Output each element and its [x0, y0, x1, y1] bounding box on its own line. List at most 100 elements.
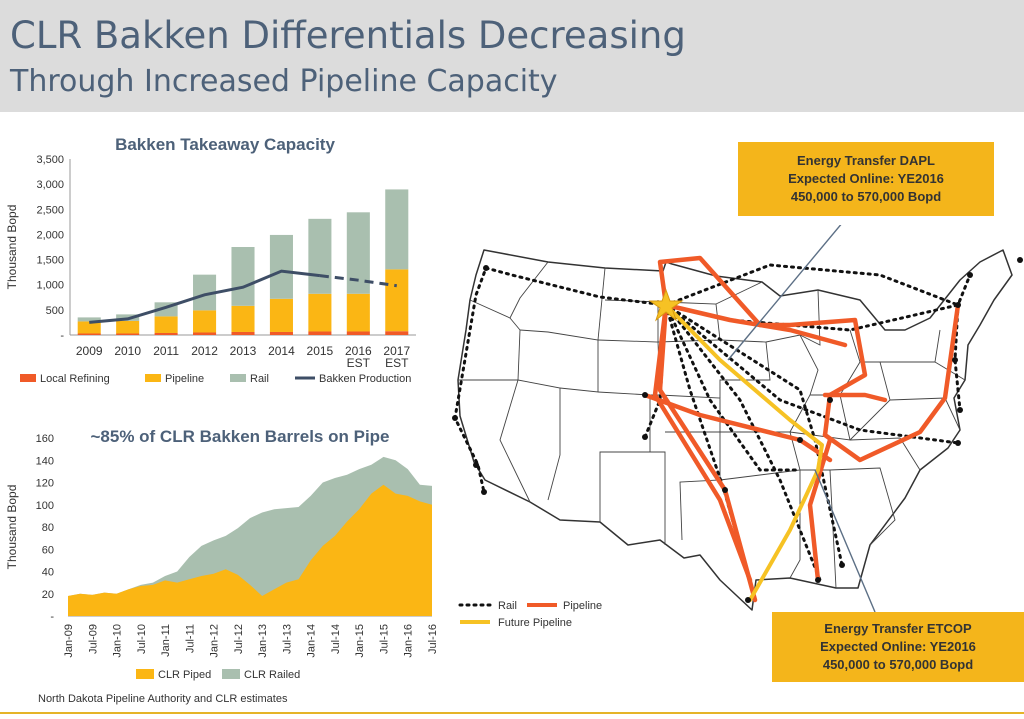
- chart2-xtick: Jul-14: [330, 624, 342, 654]
- area-clr-piped: [68, 484, 432, 616]
- chart1-ylabel: Thousand Bopd: [5, 205, 19, 290]
- chart2-xtick: Jul-10: [136, 624, 148, 654]
- chart1-ytick: 2,000: [36, 229, 64, 241]
- star-icon: [648, 288, 684, 322]
- chart1-xtick: EST: [347, 356, 371, 370]
- chart2-ytick: 20: [42, 589, 54, 601]
- bar-local-refining: [193, 332, 217, 335]
- dapl-callout: Energy Transfer DAPL Expected Online: YE…: [738, 142, 994, 216]
- chart2-xtick: Jan-12: [209, 624, 221, 658]
- chart1-legend-swatch: [145, 374, 161, 382]
- us-pipeline-map: Rail Pipeline Future Pipeline: [452, 225, 1023, 629]
- chart2-ytick: 100: [36, 500, 54, 512]
- pipeline-lines: [642, 255, 961, 603]
- chart2-ytick: -: [50, 611, 54, 623]
- bar-pipeline: [231, 305, 255, 332]
- bar-rail: [231, 247, 255, 306]
- bar-pipeline: [154, 316, 178, 333]
- etcop-line1: Energy Transfer ETCOP: [824, 621, 972, 636]
- source-note: North Dakota Pipeline Authority and CLR …: [38, 693, 288, 705]
- chart1-xtick: 2014: [268, 344, 295, 358]
- title-banner: CLR Bakken Differentials Decreasing Thro…: [0, 0, 1024, 112]
- dapl-line2: Expected Online: YE2016: [788, 171, 944, 186]
- bar-pipeline: [116, 320, 140, 334]
- chart2-ytick: 60: [42, 544, 54, 556]
- dapl-line1: Energy Transfer DAPL: [797, 153, 935, 168]
- chart1-ytick: 1,500: [36, 255, 64, 267]
- chart1-ytick: 2,500: [36, 204, 64, 216]
- chart2-legend-swatch: [136, 669, 154, 679]
- chart1-ytick: -: [60, 330, 64, 342]
- bar-local-refining: [77, 333, 101, 335]
- page-title: CLR Bakken Differentials Decreasing: [10, 14, 686, 57]
- chart1-legend-label: Local Refining: [40, 373, 110, 385]
- chart2-ylabel: Thousand Bopd: [5, 485, 19, 570]
- chart2-ytick: 140: [36, 455, 54, 467]
- chart1-title: Bakken Takeaway Capacity: [115, 135, 335, 154]
- bar-local-refining: [154, 332, 178, 335]
- chart1-ytick: 500: [46, 305, 64, 317]
- chart2-xtick: Jan-14: [306, 624, 318, 658]
- chart1-legend-swatch: [230, 374, 246, 382]
- chart2-legend-swatch: [222, 669, 240, 679]
- chart2-xtick: Jan-16: [403, 624, 415, 658]
- page-subtitle: Through Increased Pipeline Capacity: [10, 64, 558, 99]
- chart2-xtick: Jul-16: [427, 624, 439, 654]
- chart2-ytick: 40: [42, 567, 54, 579]
- bar-pipeline: [77, 321, 101, 334]
- etcop-callout: Energy Transfer ETCOP Expected Online: Y…: [772, 612, 1024, 682]
- future-pipeline-lines: [664, 303, 824, 602]
- chart1-legend-swatch: [20, 374, 36, 382]
- chart1-xtick: 2017: [383, 344, 410, 358]
- map-legend: Rail Pipeline Future Pipeline: [458, 600, 602, 629]
- bar-rail: [193, 274, 217, 311]
- chart1-xtick: 2012: [191, 344, 218, 358]
- bar-local-refining: [385, 331, 409, 335]
- chart2-xtick: Jan-10: [112, 624, 124, 658]
- chart2-xtick: Jul-11: [184, 624, 196, 653]
- chart2-xtick: Jan-15: [354, 624, 366, 658]
- chart1-xtick: 2013: [230, 344, 257, 358]
- chart1-ytick: 1,000: [36, 280, 64, 292]
- chart2-ytick: 160: [36, 433, 54, 445]
- chart1-xtick: 2009: [76, 344, 103, 358]
- legend-future-pipeline: Future Pipeline: [498, 617, 572, 629]
- chart2-legend-label: CLR Railed: [244, 669, 300, 681]
- chart1-xtick: 2016: [345, 344, 372, 358]
- bar-rail: [346, 212, 370, 294]
- chart2-xtick: Jul-15: [378, 624, 390, 654]
- bar-pipeline: [193, 310, 217, 333]
- chart1-ytick: 3,000: [36, 179, 64, 191]
- chart2-title: ~85% of CLR Bakken Barrels on Pipe: [90, 427, 389, 446]
- bar-local-refining: [346, 331, 370, 335]
- legend-rail: Rail: [498, 600, 517, 612]
- footer-rule: [0, 712, 1024, 714]
- state-borders: [458, 261, 966, 589]
- dapl-line3: 450,000 to 570,000 Bopd: [790, 189, 942, 204]
- chart1-legend-label: Rail: [250, 373, 269, 385]
- etcop-line2: Expected Online: YE2016: [820, 639, 976, 654]
- legend-pipeline: Pipeline: [563, 600, 602, 612]
- chart1-ytick: 3,500: [36, 154, 64, 166]
- chart2-xtick: Jul-09: [87, 624, 99, 654]
- chart2-legend-label: CLR Piped: [158, 669, 211, 681]
- chart2-ytick: 120: [36, 478, 54, 490]
- chart2-ytick: 80: [42, 522, 54, 534]
- etcop-leader: [814, 469, 876, 613]
- bar-pipeline: [269, 298, 293, 332]
- chart1-xtick: EST: [385, 356, 409, 370]
- etcop-line3: 450,000 to 570,000 Bopd: [822, 657, 974, 672]
- us-outline: [457, 249, 1013, 611]
- production-line-forecast: [319, 274, 397, 288]
- dapl-leader: [727, 225, 842, 361]
- clr-barrels-chart: ~85% of CLR Bakken Barrels on Pipe Thousa…: [5, 427, 439, 681]
- chart2-xtick: Jan-09: [63, 624, 75, 658]
- chart2-xtick: Jul-12: [233, 624, 245, 654]
- bar-local-refining: [269, 331, 293, 335]
- bar-rail: [269, 234, 293, 299]
- bar-pipeline: [385, 269, 409, 332]
- bar-rail: [385, 189, 409, 270]
- chart1-legend-label: Pipeline: [165, 373, 204, 385]
- chart2-xtick: Jul-13: [281, 624, 293, 654]
- chart1-xtick: 2010: [114, 344, 141, 358]
